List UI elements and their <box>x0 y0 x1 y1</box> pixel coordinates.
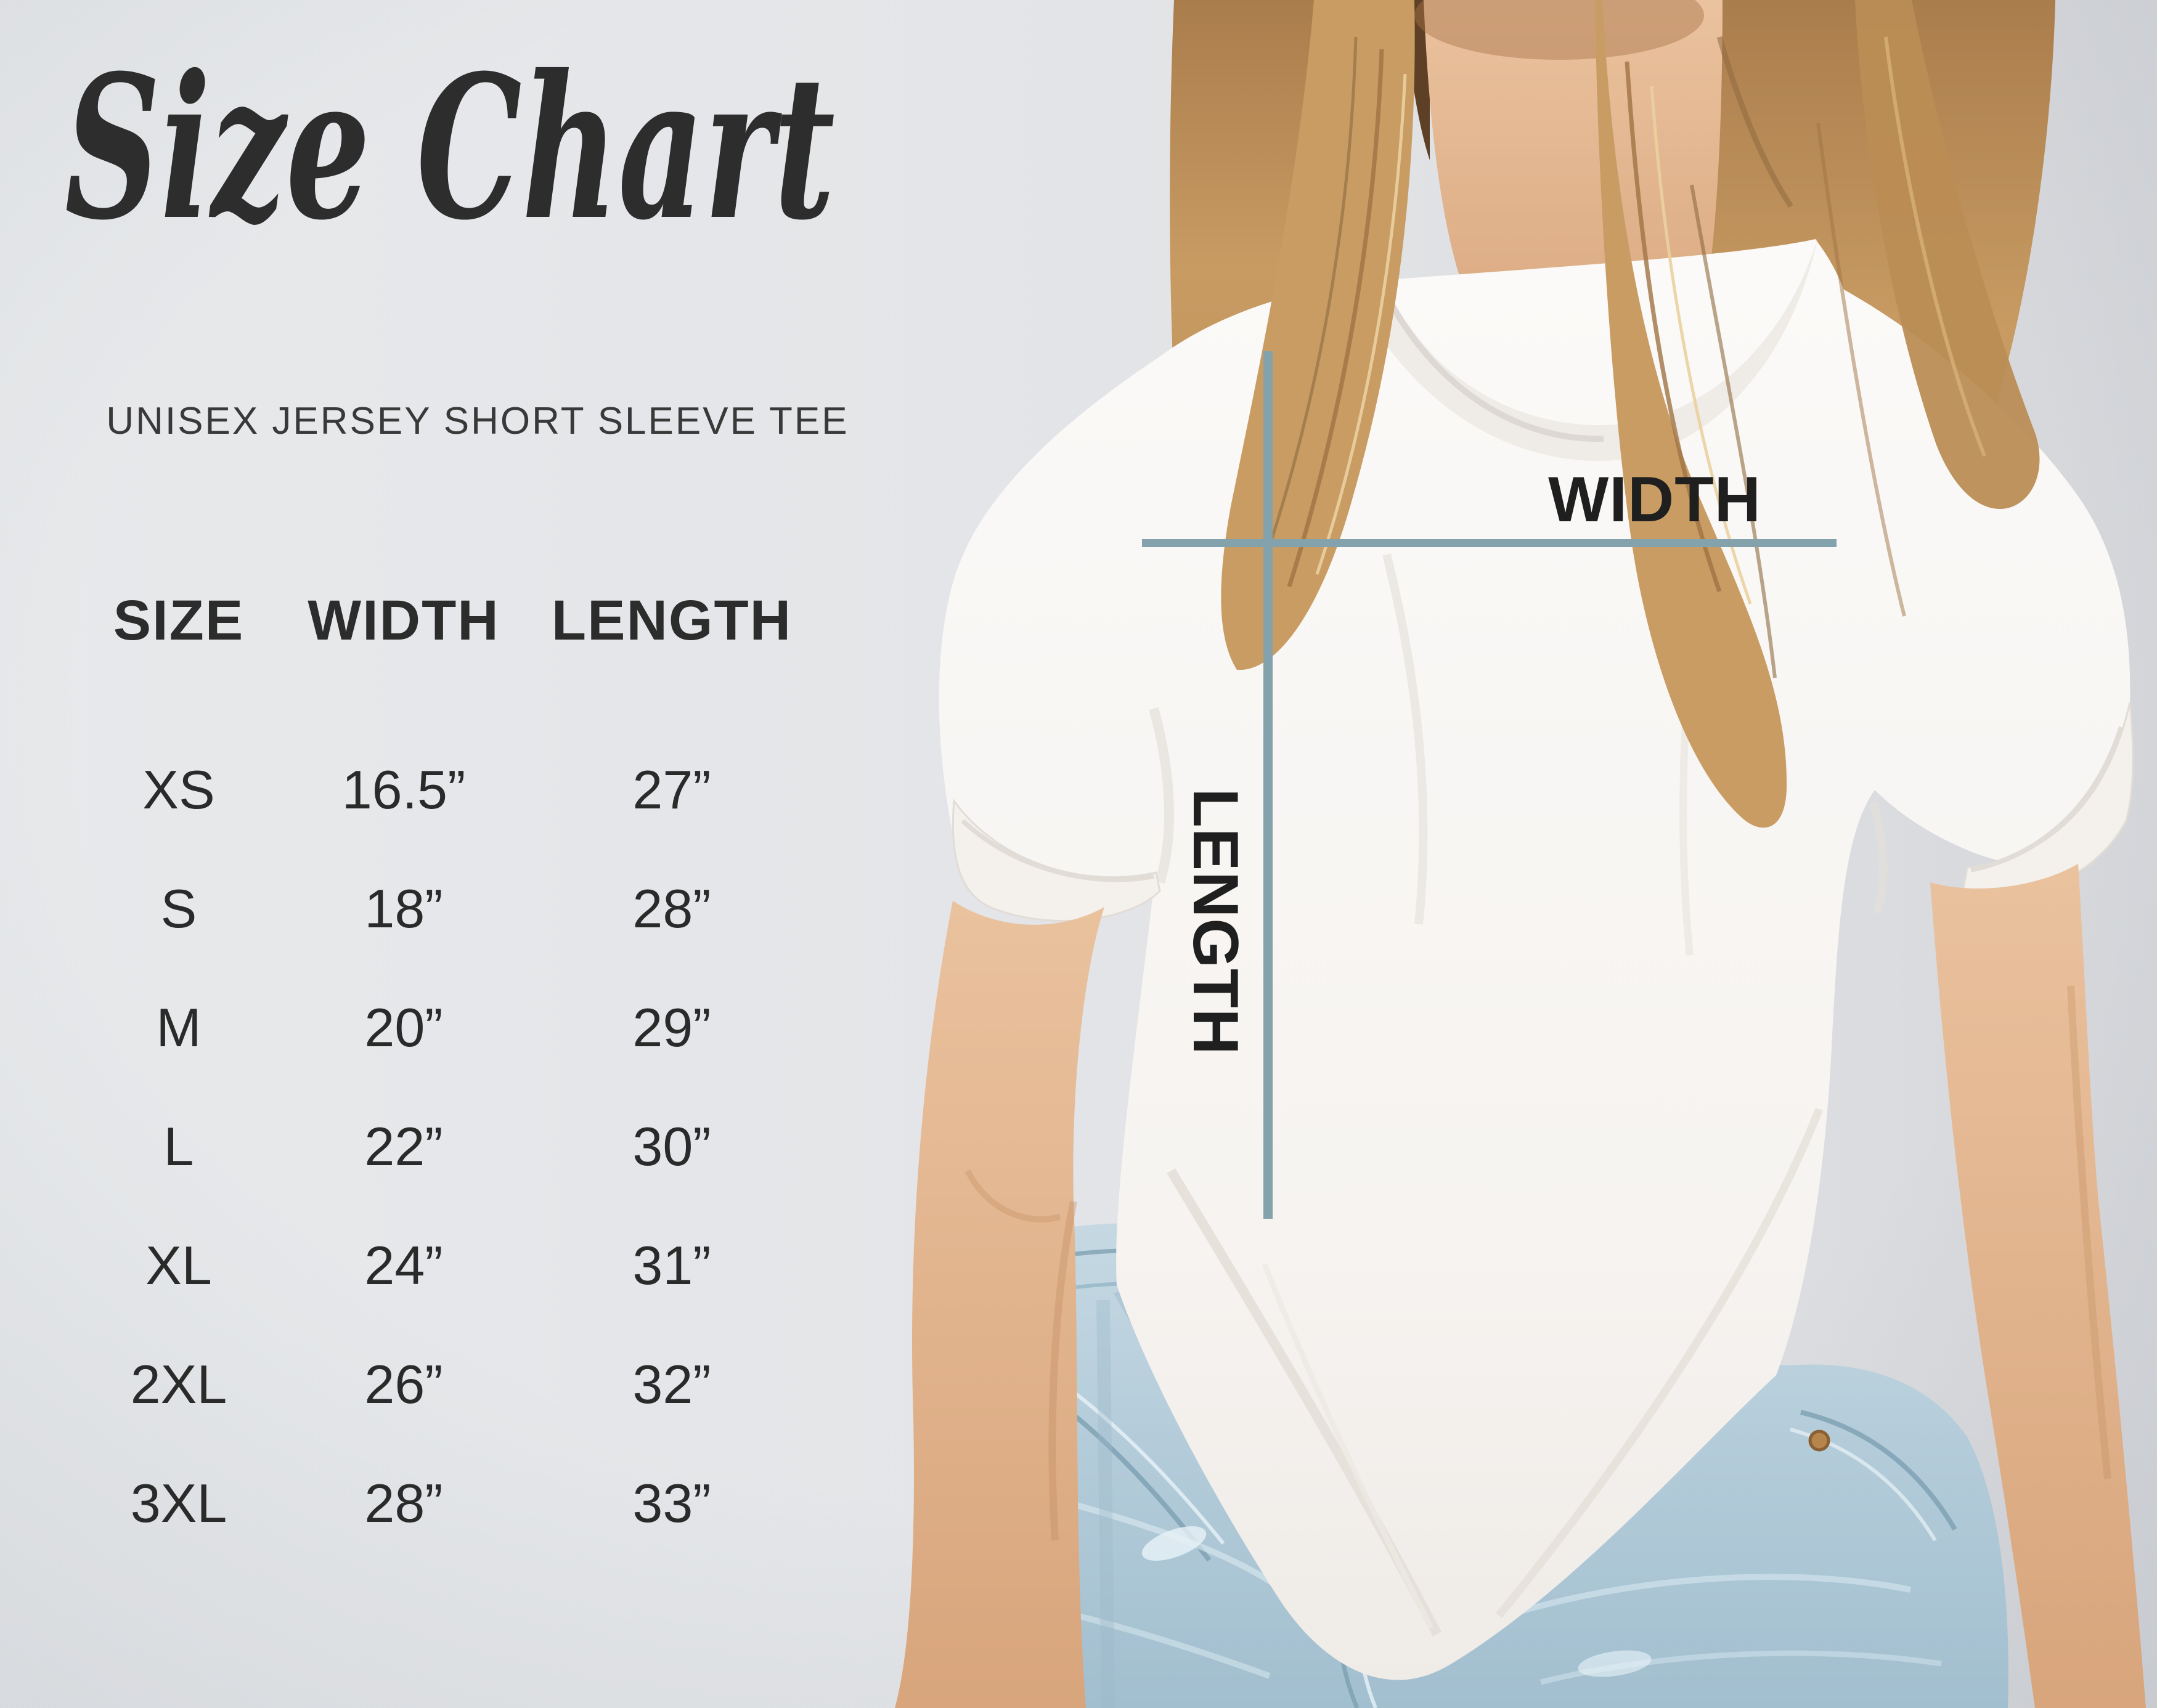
size-cell: S <box>160 877 197 939</box>
column-header-width: WIDTH <box>308 588 500 652</box>
length-cell: 33” <box>632 1472 711 1534</box>
size-cell: M <box>156 996 202 1058</box>
length-measure-line <box>1263 351 1273 1219</box>
size-cell: 2XL <box>130 1353 227 1415</box>
width-cell: 16.5” <box>341 758 466 820</box>
column-header-length: LENGTH <box>551 588 793 652</box>
length-cell: 28” <box>632 877 711 939</box>
column-header-size: SIZE <box>113 588 245 652</box>
width-measure-line <box>1142 539 1837 547</box>
size-cell: L <box>163 1115 194 1177</box>
page-subtitle: UNISEX JERSEY SHORT SLEEVE TEE <box>106 400 849 442</box>
size-table-header: SIZE WIDTH LENGTH <box>74 587 820 654</box>
width-cell: 26” <box>364 1353 443 1415</box>
length-label: LENGTH <box>1180 788 1251 1055</box>
size-table-body: XS 16.5” 27” S 18” 28” M 20” 29” L 22” 3… <box>74 730 820 1563</box>
length-cell: 29” <box>632 996 711 1058</box>
width-cell: 24” <box>364 1234 443 1296</box>
length-cell: 31” <box>632 1234 711 1296</box>
width-label: WIDTH <box>1548 464 1761 535</box>
width-cell: 20” <box>364 996 443 1058</box>
size-cell: XL <box>145 1234 212 1296</box>
size-cell: XS <box>142 758 215 820</box>
size-cell: 3XL <box>130 1472 227 1534</box>
length-cell: 27” <box>632 758 711 820</box>
width-cell: 22” <box>364 1115 443 1177</box>
page-title: Size Chart <box>65 33 835 264</box>
length-cell: 30” <box>632 1115 711 1177</box>
title-block: Size Chart <box>65 33 835 264</box>
length-cell: 32” <box>632 1353 711 1415</box>
width-cell: 28” <box>364 1472 443 1534</box>
width-cell: 18” <box>364 877 443 939</box>
